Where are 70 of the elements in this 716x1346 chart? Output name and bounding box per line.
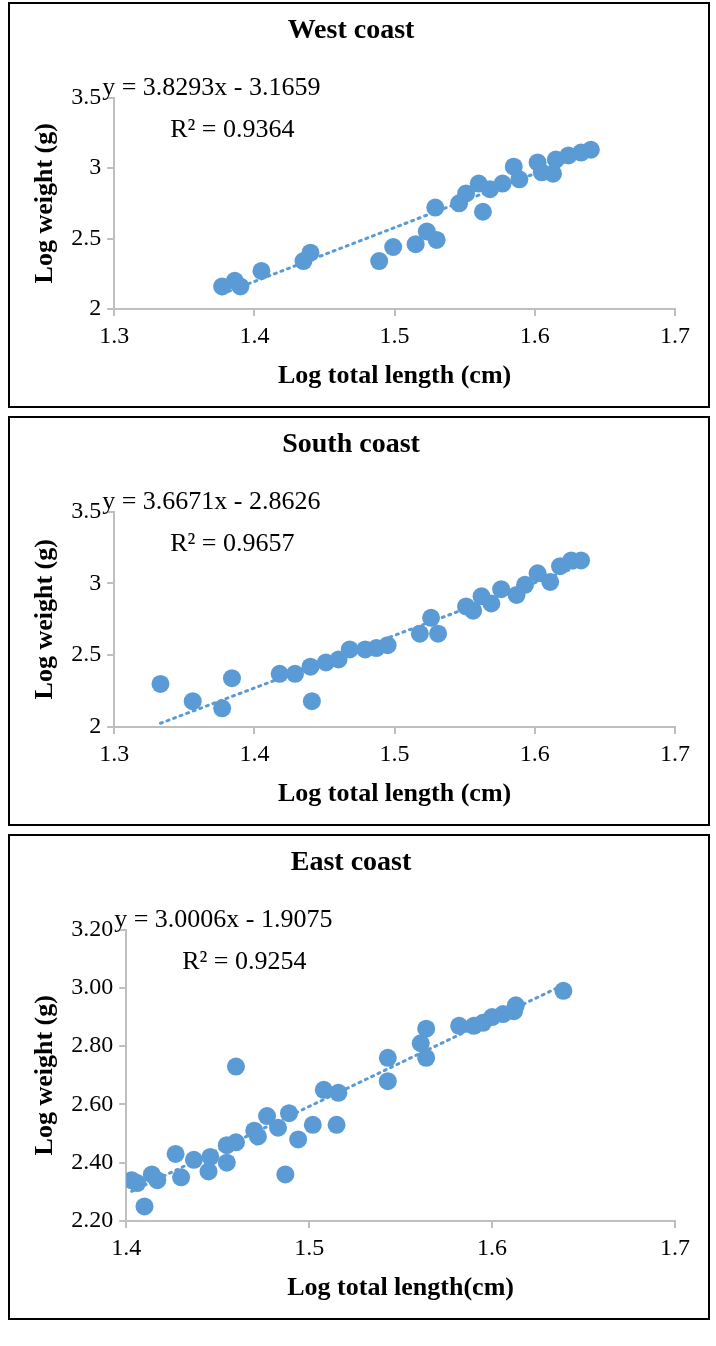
point	[370, 252, 389, 271]
x-tick-label: 1.5	[379, 321, 410, 348]
x-tick-label: 1.4	[239, 321, 270, 348]
point	[226, 1057, 245, 1076]
point	[213, 699, 232, 718]
y-tick-label: 3.20	[71, 914, 114, 941]
point	[378, 1048, 397, 1067]
x-tick-label: 1.4	[239, 739, 270, 766]
y-tick-label: 2.80	[71, 1031, 114, 1058]
x-axis-title: Log total length (cm)	[277, 360, 512, 390]
x-tick-label: 1.6	[477, 1233, 508, 1260]
point	[135, 1197, 154, 1216]
y-tick-label: 3.5	[71, 496, 102, 523]
y-tick-label: 2.5	[71, 640, 102, 667]
x-tick-label: 1.7	[660, 1233, 690, 1260]
point	[183, 692, 202, 711]
x-tick-label: 1.5	[379, 739, 410, 766]
point	[172, 1168, 191, 1187]
point	[166, 1144, 185, 1163]
x-tick-label: 1.6	[519, 321, 550, 348]
point	[427, 230, 446, 249]
y-tick-label: 2.5	[71, 223, 102, 250]
point	[417, 1019, 436, 1038]
y-axis-title: Log weight (g)	[29, 995, 59, 1156]
point	[222, 669, 241, 688]
y-tick-label: 3	[89, 153, 102, 180]
point	[406, 235, 425, 254]
point	[252, 261, 271, 280]
annotation: y = 3.0006x - 1.9075	[114, 904, 333, 934]
annotation: R² = 0.9254	[182, 946, 307, 976]
y-tick-label: 2.60	[71, 1089, 114, 1116]
point	[473, 202, 492, 221]
y-tick-label: 2	[89, 294, 102, 321]
point	[429, 624, 448, 643]
x-axis-title: Log total length (cm)	[277, 778, 512, 808]
y-tick-label: 2.40	[71, 1148, 114, 1175]
chart-title: South coast	[282, 427, 421, 459]
y-tick-label: 3.00	[71, 973, 114, 1000]
y-axis-title: Log weight (g)	[29, 539, 59, 700]
point	[378, 1072, 397, 1091]
y-tick-label: 2	[89, 712, 102, 739]
point	[289, 1130, 308, 1149]
x-tick-label: 1.4	[111, 1233, 142, 1260]
point	[151, 674, 170, 693]
point	[276, 1165, 295, 1184]
annotation: y = 3.6671x - 2.8626	[102, 486, 321, 516]
x-tick-label: 1.3	[99, 321, 130, 348]
chart-title: East coast	[290, 845, 412, 877]
annotation: R² = 0.9657	[170, 528, 295, 558]
point	[410, 624, 429, 643]
x-axis-title: Log total length(cm)	[287, 1272, 514, 1302]
y-tick-label: 3.5	[71, 82, 102, 109]
point	[258, 1107, 277, 1126]
point	[327, 1115, 346, 1134]
point	[417, 1048, 436, 1067]
x-tick-label: 1.7	[660, 321, 690, 348]
x-tick-label: 1.6	[519, 739, 550, 766]
point	[384, 237, 403, 256]
point	[217, 1153, 236, 1172]
annotation: y = 3.8293x - 3.1659	[102, 72, 321, 102]
point	[303, 1115, 322, 1134]
annotation: R² = 0.9364	[170, 114, 295, 144]
y-tick-label: 2.20	[71, 1206, 114, 1233]
y-axis-title: Log weight (g)	[29, 123, 59, 284]
point	[302, 692, 321, 711]
x-tick-label: 1.5	[294, 1233, 325, 1260]
x-tick-label: 1.3	[99, 739, 130, 766]
x-tick-label: 1.7	[660, 739, 690, 766]
y-tick-label: 3	[89, 568, 102, 595]
chart-title: West coast	[287, 13, 416, 45]
